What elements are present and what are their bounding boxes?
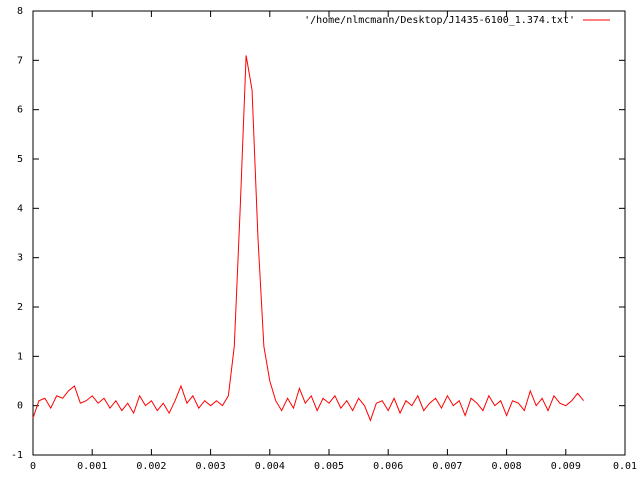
x-tick-label: 0.01	[613, 461, 637, 472]
x-tick-label: 0.005	[314, 461, 344, 472]
y-tick-label: 2	[17, 302, 23, 313]
y-tick-label: 3	[17, 253, 23, 264]
x-tick-label: 0.007	[432, 461, 462, 472]
y-tick-label: -1	[11, 450, 23, 461]
x-tick-label: 0	[30, 461, 36, 472]
x-tick-label: 0.008	[492, 461, 522, 472]
y-tick-label: 1	[17, 351, 23, 362]
x-tick-label: 0.001	[77, 461, 107, 472]
x-tick-label: 0.002	[136, 461, 166, 472]
y-tick-label: 5	[17, 154, 23, 165]
x-tick-label: 0.003	[196, 461, 226, 472]
y-tick-label: 8	[17, 6, 23, 17]
legend-label: '/home/nlmcmann/Desktop/J1435-6100_1.374…	[304, 15, 575, 26]
y-tick-label: 7	[17, 55, 23, 66]
y-tick-label: 4	[17, 203, 23, 214]
x-tick-label: 0.009	[551, 461, 581, 472]
y-tick-label: 0	[17, 401, 23, 412]
data-line	[32, 55, 584, 422]
y-tick-label: 6	[17, 105, 23, 116]
x-tick-label: 0.006	[373, 461, 403, 472]
x-tick-label: 0.004	[255, 461, 285, 472]
